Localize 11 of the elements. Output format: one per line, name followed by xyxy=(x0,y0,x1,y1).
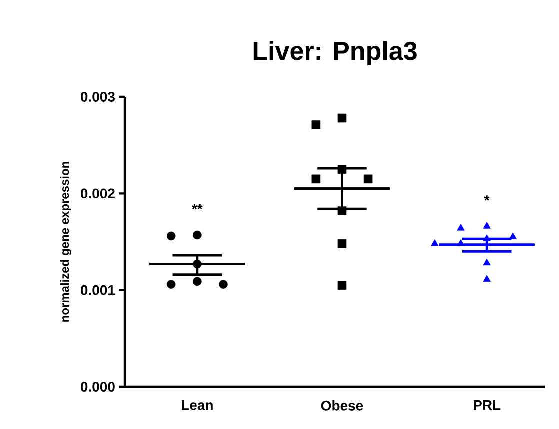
chart-title: Liver: Pnpla3 xyxy=(254,41,417,66)
y-tick-label: 0.003 xyxy=(80,92,115,102)
x-tick-label: PRL xyxy=(474,400,501,410)
x-tick-label: Lean xyxy=(182,400,213,410)
y-tick-label: 0.002 xyxy=(80,188,115,199)
y-tick-label: 0.001 xyxy=(80,285,116,296)
x-tick-label: Obese xyxy=(321,400,364,411)
annotation: ** xyxy=(192,204,203,210)
y-tick-label: 0.000 xyxy=(80,382,115,392)
annotation: * xyxy=(484,196,490,201)
y-axis-title: normalized gene expression xyxy=(60,162,72,322)
